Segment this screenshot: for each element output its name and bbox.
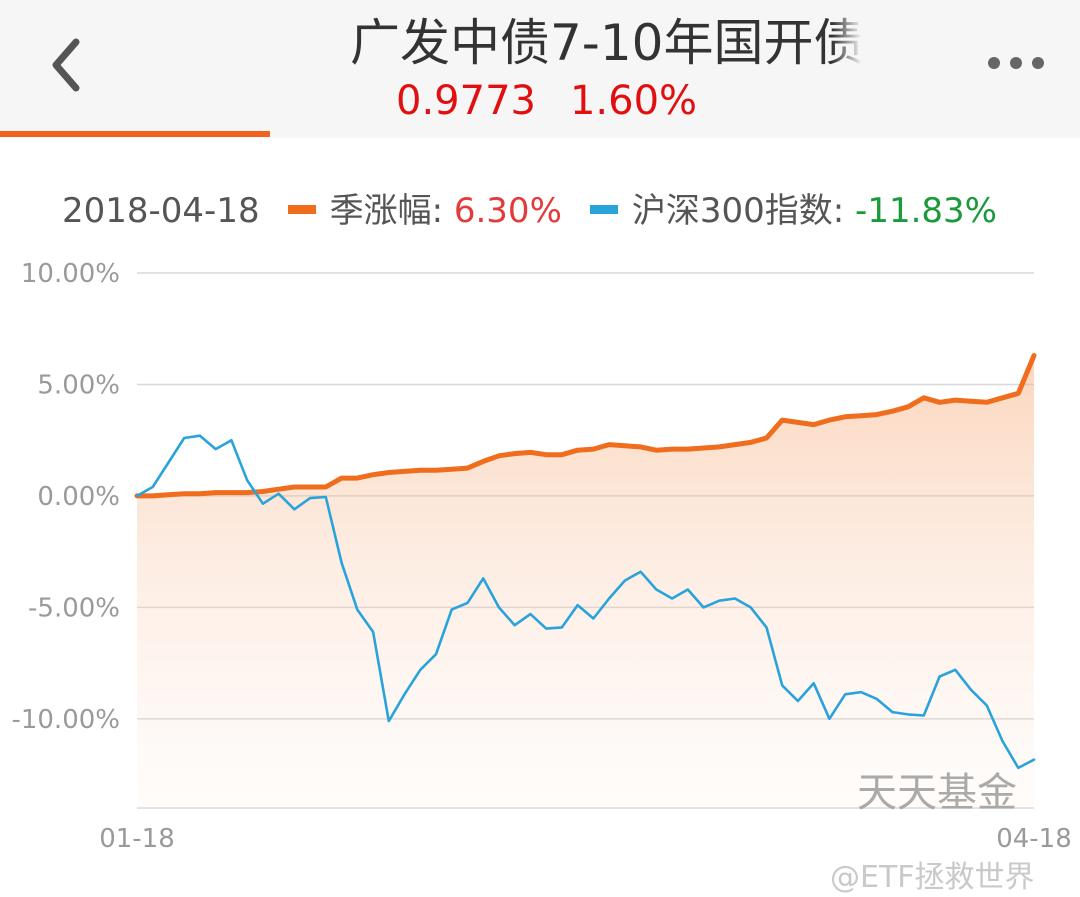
fund-title-wrap: 广发中债7-10年国开债 [350, 10, 862, 76]
fund-change: 1.60% [569, 78, 698, 124]
legend-date: 2018-04-18 [62, 191, 260, 231]
series-line-2 [135, 434, 1036, 770]
legend-series2-label: 沪深300指数: [631, 191, 856, 231]
legend-series1-value: 6.30% [453, 191, 562, 231]
orange-legend-swatch [287, 205, 316, 214]
legend-series2-value: -11.83% [855, 191, 997, 231]
credit-text: @ETF拯救世界 [830, 860, 1035, 895]
active-tab-indicator [0, 131, 270, 137]
y-tick-label: -5.00% [28, 593, 120, 623]
x-tick-label: 04-18 [996, 824, 1072, 854]
x-tick-label: 01-18 [99, 824, 175, 854]
series-area-1 [137, 355, 1034, 808]
series-line-1 [134, 353, 1037, 499]
y-tick-label: -10.00% [11, 705, 120, 735]
legend-series1-label: 季涨幅: [329, 191, 454, 231]
chart-legend: 2018-04-18 季涨幅: 6.30% 沪深300指数: -11.83% [62, 186, 997, 236]
fund-price: 0.9773 [396, 78, 536, 124]
fund-title: 广发中债7-10年国开债 [350, 14, 862, 72]
y-tick-label: 5.00% [37, 370, 120, 400]
watermark-text: 天天基金 [857, 770, 1017, 816]
chevron-left-icon[interactable] [38, 30, 98, 100]
blue-legend-swatch [589, 205, 618, 214]
app-header: 广发中债7-10年国开债 0.9773 1.60% [0, 0, 1080, 138]
y-tick-label: 0.00% [37, 482, 120, 512]
price-line: 0.9773 1.60% [396, 76, 697, 126]
more-horizontal-icon[interactable] [984, 48, 1048, 78]
y-tick-label: 10.00% [21, 259, 120, 289]
